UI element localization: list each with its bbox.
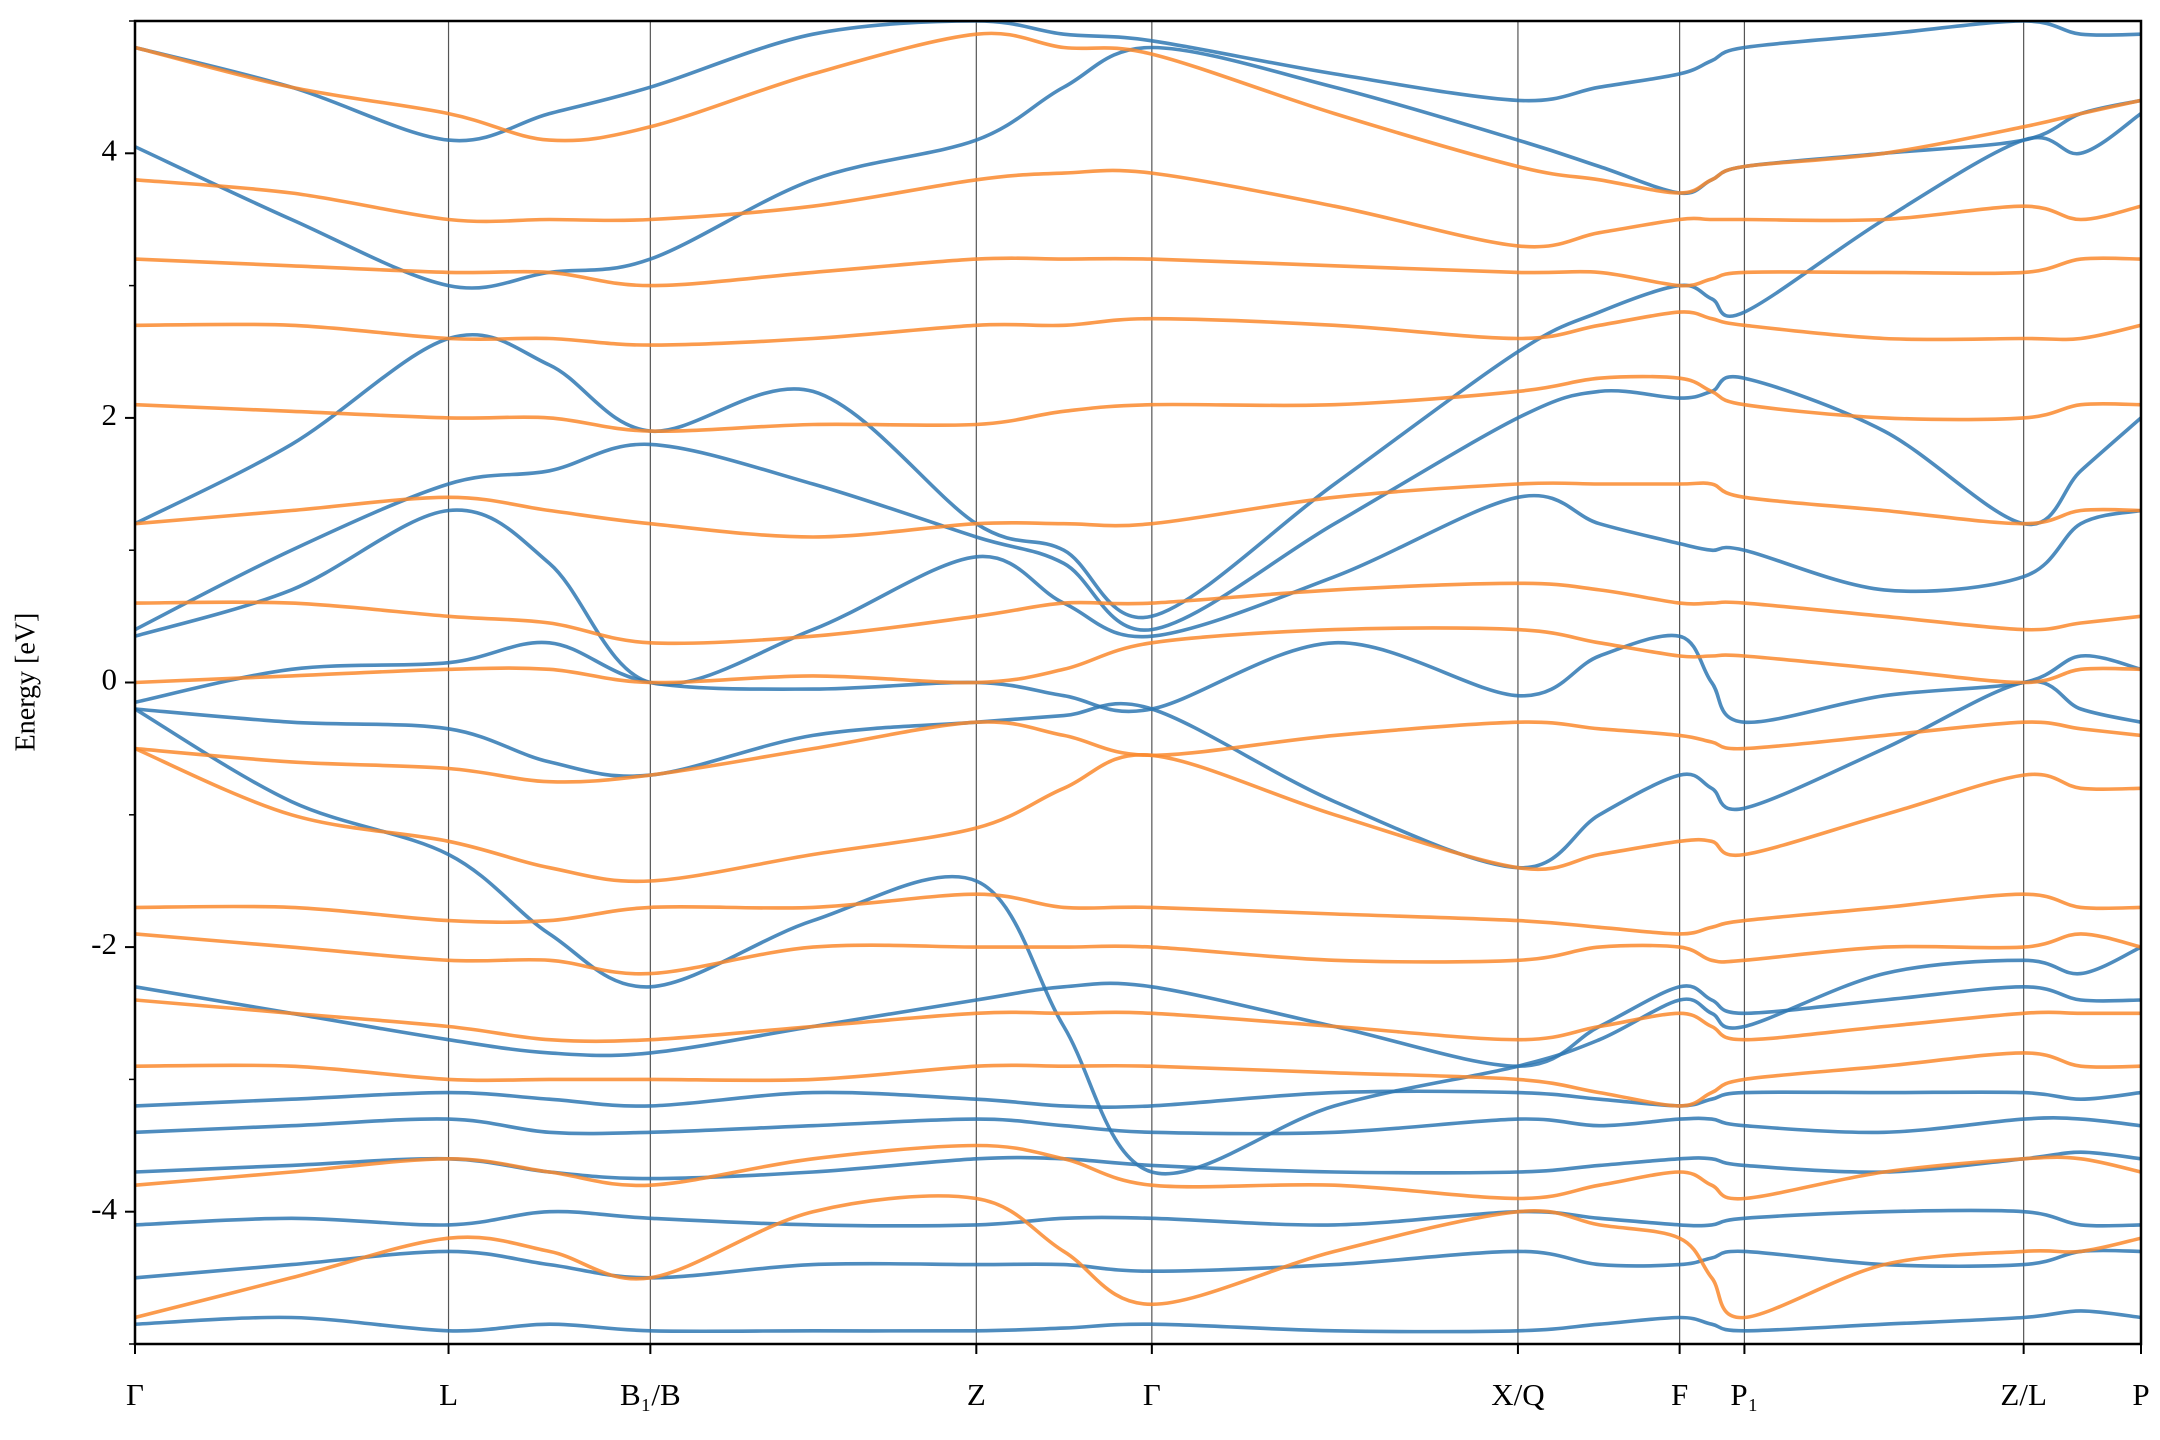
- band-line: [135, 581, 2141, 646]
- band-line: [135, 256, 2141, 288]
- y-tick-label: -4: [91, 1191, 117, 1226]
- x-tick-label: L: [439, 1377, 458, 1412]
- band-line: [135, 45, 2141, 290]
- x-tick-label: P: [2132, 1377, 2149, 1412]
- band-line: [135, 481, 2141, 539]
- band-line: [135, 626, 2141, 685]
- band-line: [135, 1248, 2141, 1280]
- x-tick-label: F: [1671, 1377, 1688, 1412]
- y-tick-label: 2: [102, 397, 118, 432]
- band-line: [135, 998, 2141, 1044]
- band-line: [135, 168, 2141, 249]
- band-line: [135, 1194, 2141, 1320]
- band-line: [135, 112, 2141, 620]
- band-line: [135, 1143, 2141, 1201]
- band-line: [135, 1089, 2141, 1109]
- band-line: [135, 707, 2141, 1176]
- x-tick-label: X/Q: [1491, 1377, 1544, 1412]
- band-line: [135, 1309, 2141, 1334]
- y-tick-label: 0: [102, 662, 118, 697]
- band-line: [135, 493, 2141, 686]
- y-tick-label: -2: [91, 926, 117, 961]
- plot-frame: [133, 19, 2143, 1346]
- x-tick-label: Γ: [126, 1377, 144, 1412]
- band-line: [135, 746, 2141, 884]
- band-line: [135, 892, 2141, 936]
- axes-layer: -4 -2 0 2 4 Γ L B₁/B Z Γ X/Q F P₁ Z/L P: [91, 20, 2150, 1412]
- x-tick-label: B₁/B: [620, 1377, 681, 1412]
- x-tick-label: P₁: [1730, 1377, 1758, 1412]
- band-line: [135, 1051, 2141, 1108]
- band-line: [135, 720, 2141, 784]
- band-line: [135, 31, 2141, 195]
- x-tick-label: Z: [967, 1377, 986, 1412]
- band-line: [135, 633, 2141, 725]
- band-line: [135, 374, 2141, 632]
- band-line: [135, 1208, 2141, 1228]
- y-tick-label: 4: [102, 132, 118, 167]
- bands-layer: [135, 21, 2141, 1334]
- band-line: [135, 932, 2141, 976]
- x-tick-label: Z/L: [2000, 1377, 2047, 1412]
- x-tick-label: Γ: [1143, 1377, 1161, 1412]
- band-line: [135, 1116, 2141, 1136]
- band-line: [135, 679, 2141, 870]
- y-axis-label: Energy [eV]: [10, 613, 41, 752]
- band-line: [135, 21, 2141, 143]
- band-line: [135, 374, 2141, 434]
- band-line: [135, 310, 2141, 347]
- band-line: [135, 981, 2141, 1068]
